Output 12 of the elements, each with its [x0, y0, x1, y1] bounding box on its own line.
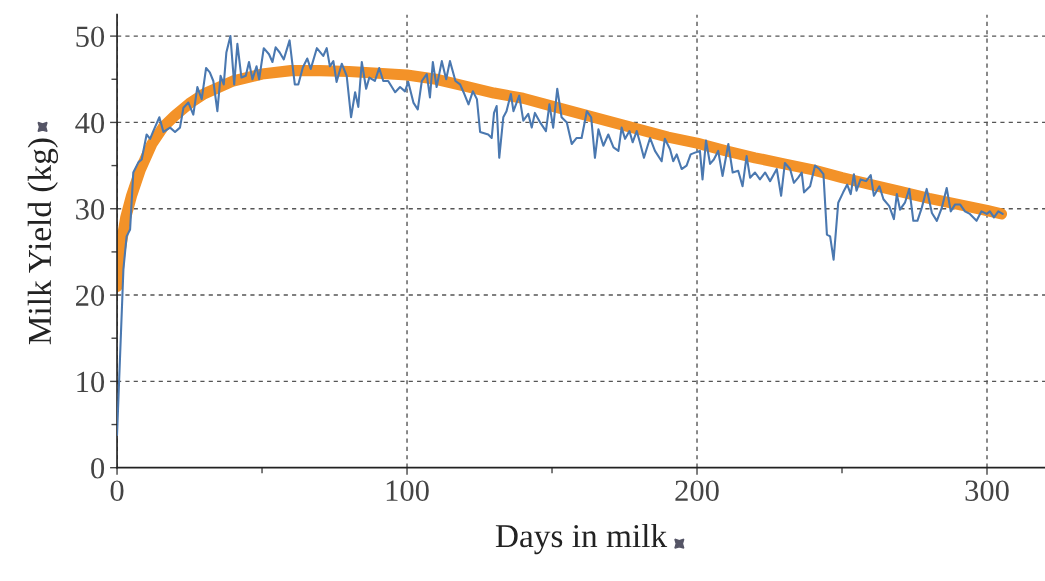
y-axis-title: Milk Yield (kg) [27, 138, 59, 345]
y-tick-label: 10 [77, 371, 105, 393]
y-tick-label: 50 [76, 26, 105, 48]
x-tick-label: 300 [965, 480, 1009, 502]
y-tick-label: 0 [91, 457, 105, 479]
y-tick-label: 30 [76, 199, 105, 220]
x-axis-title: Days in milk [495, 523, 668, 555]
x-tick-label: 200 [675, 480, 719, 502]
y-tick-label: 40 [75, 112, 105, 134]
y-tick-label: 20 [76, 285, 105, 306]
x-tick-label: 0 [110, 480, 124, 502]
x-tick-label: 100 [386, 480, 429, 502]
